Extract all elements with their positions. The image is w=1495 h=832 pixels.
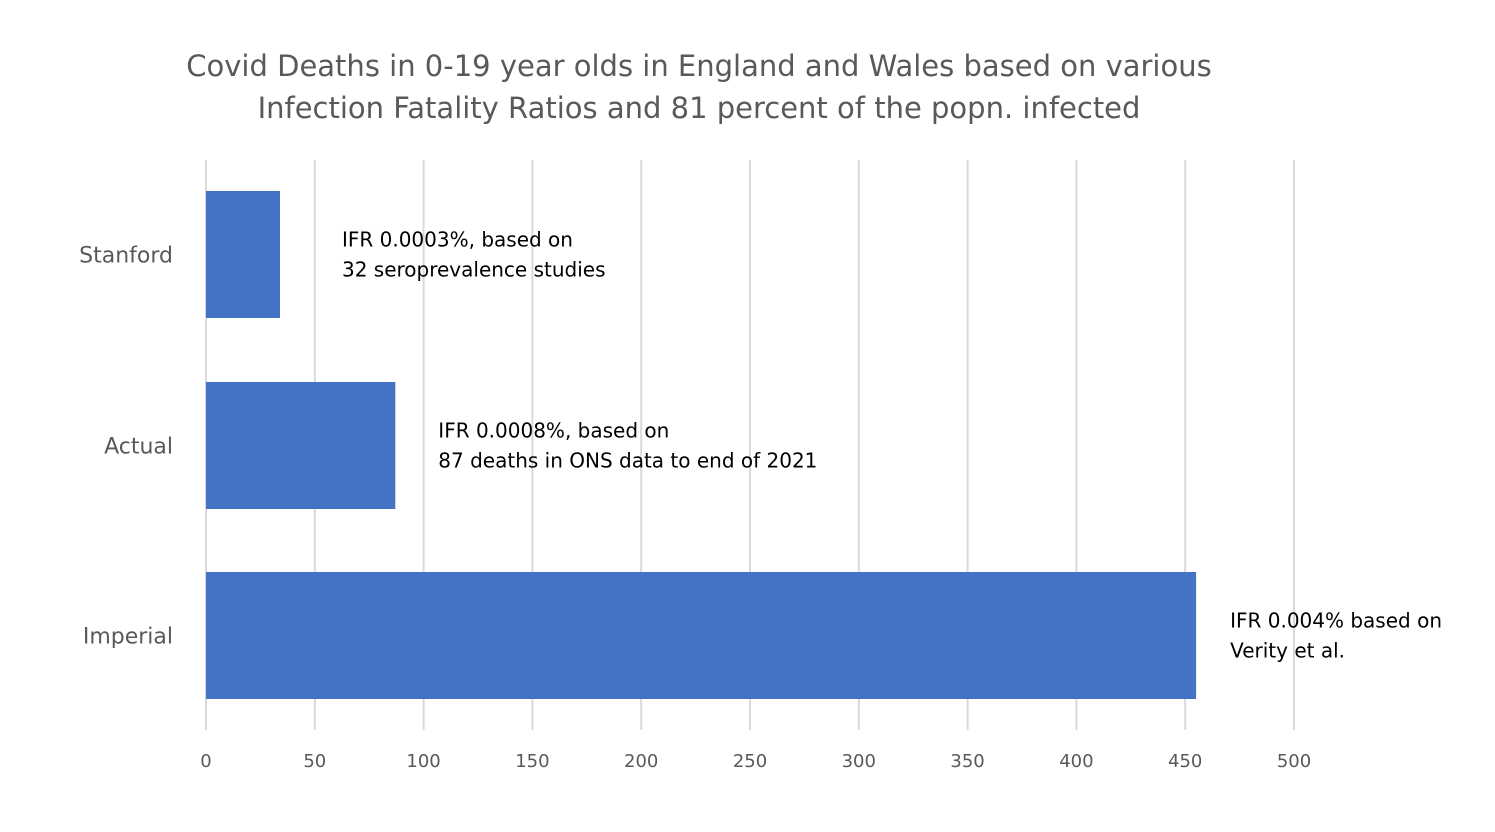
x-tick-label-250: 250: [733, 751, 767, 772]
bars: [206, 191, 1197, 699]
x-tick-label-0: 0: [200, 751, 211, 772]
chart-title-line-2: Infection Fatality Ratios and 81 percent…: [258, 91, 1141, 125]
annotation-actual-line-2: 87 deaths in ONS data to end of 2021: [438, 449, 817, 473]
annotations: IFR 0.0003%, based on 32 seroprevalence s…: [342, 228, 1442, 663]
x-tick-label-100: 100: [406, 751, 440, 772]
x-tick-label-200: 200: [624, 751, 658, 772]
annotation-stanford-line-1: IFR 0.0003%, based on: [342, 228, 573, 252]
annotation-imperial-line-2: Verity et al.: [1230, 639, 1345, 663]
x-axis-tick-labels: 0 50 100 150 200 250 300 350 400 450 500: [200, 751, 1311, 772]
x-tick-label-50: 50: [303, 751, 326, 772]
annotation-actual-line-1: IFR 0.0008%, based on: [438, 419, 669, 443]
bar-actual: [206, 382, 396, 509]
category-labels: Stanford Actual Imperial: [79, 244, 173, 650]
x-tick-label-500: 500: [1277, 751, 1311, 772]
x-tick-label-150: 150: [515, 751, 549, 772]
category-label-stanford: Stanford: [79, 244, 173, 269]
x-tick-label-350: 350: [950, 751, 984, 772]
category-label-imperial: Imperial: [83, 625, 173, 650]
bar-stanford: [206, 191, 280, 318]
chart-title-line-1: Covid Deaths in 0-19 year olds in Englan…: [186, 49, 1211, 83]
bar-imperial: [206, 572, 1197, 699]
category-label-actual: Actual: [104, 435, 173, 460]
x-tick-label-450: 450: [1168, 751, 1202, 772]
x-tick-label-400: 400: [1059, 751, 1093, 772]
annotation-stanford-line-2: 32 seroprevalence studies: [342, 258, 606, 282]
annotation-imperial-line-1: IFR 0.004% based on: [1230, 609, 1442, 633]
x-tick-label-300: 300: [842, 751, 876, 772]
